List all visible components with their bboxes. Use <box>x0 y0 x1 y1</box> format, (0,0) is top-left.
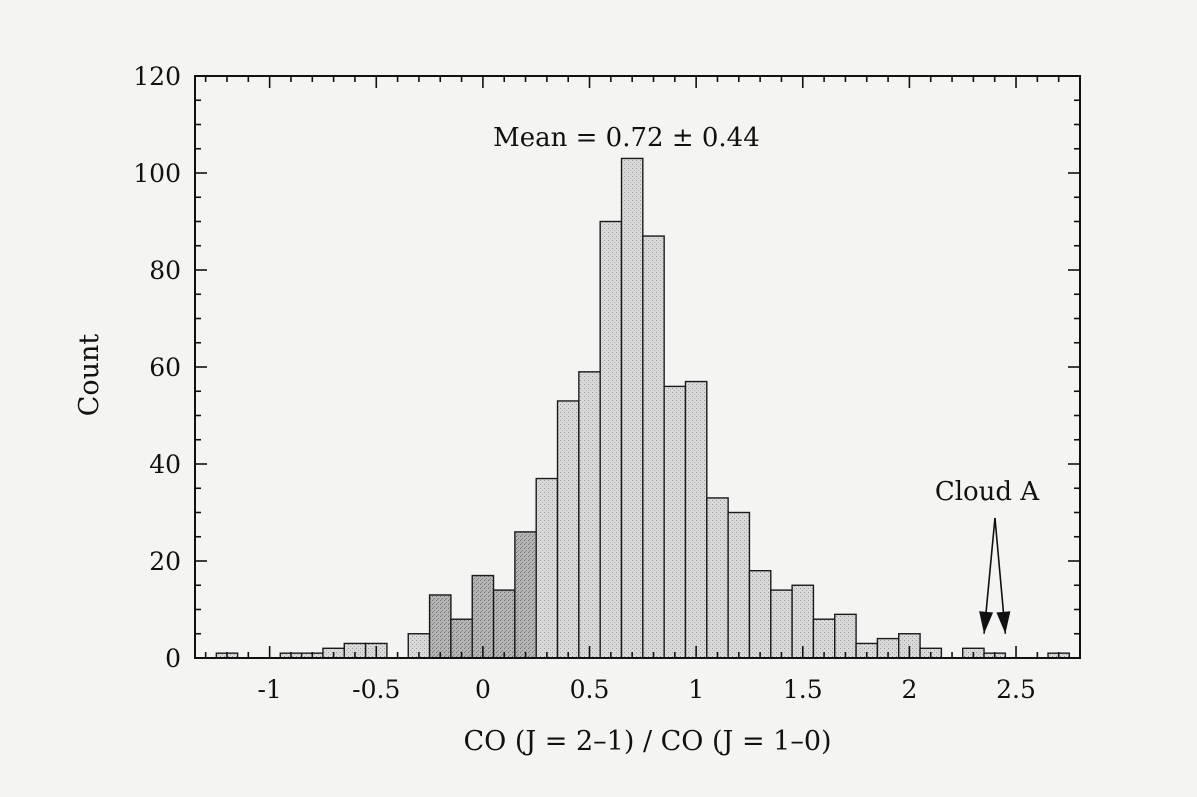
x-tick-label: 0 <box>475 675 491 704</box>
y-tick-label: 60 <box>149 353 181 382</box>
y-tick-label: 0 <box>165 644 181 673</box>
labels-layer: -1 -0.5 0 0.5 1 1.5 2 2.5 0 20 40 60 80 100 120 <box>133 62 1036 704</box>
axes-layer <box>194 75 1081 659</box>
x-tick-label: -1 <box>257 675 281 704</box>
y-tick-label: 120 <box>133 62 181 91</box>
histogram-bar <box>514 531 537 659</box>
histogram-bar <box>535 477 559 659</box>
histogram-bar <box>471 574 495 659</box>
y-tick-label: 100 <box>133 159 181 188</box>
y-tick-label: 40 <box>149 450 181 479</box>
histogram-bar <box>727 511 751 659</box>
mean-annotation: Mean = 0.72 ± 0.44 <box>493 123 760 153</box>
histogram-bar <box>834 613 857 659</box>
cloud-a-arrow-head <box>979 611 994 634</box>
bars-layer <box>215 157 1071 659</box>
x-tick-label: 2.5 <box>996 675 1036 704</box>
x-tick-label: 1 <box>688 675 704 704</box>
cloud-a-arrow-head <box>996 611 1011 634</box>
histogram-bar <box>620 157 644 659</box>
y-axis-title: Count <box>74 334 105 417</box>
cloud-a-arrows <box>979 517 1011 634</box>
cloud-a-annotation: Cloud A <box>935 477 1041 507</box>
histogram-bar <box>642 235 665 659</box>
histogram-bar <box>578 371 601 659</box>
x-axis-title: CO (J = 2–1) / CO (J = 1–0) <box>463 726 831 757</box>
x-tick-label: 1.5 <box>783 675 823 704</box>
x-tick-label: 0.5 <box>570 675 610 704</box>
histogram-bar <box>492 589 516 659</box>
histogram-bar <box>428 594 452 659</box>
histogram-bar <box>770 589 793 659</box>
histogram-bar <box>748 570 772 659</box>
histogram-bar <box>663 385 687 659</box>
histogram-bar <box>706 497 729 659</box>
x-tick-label: -0.5 <box>352 675 400 704</box>
y-tick-label: 80 <box>149 256 181 285</box>
histogram-bar <box>556 400 580 659</box>
histogram-bar <box>684 380 708 659</box>
x-tick-label: 2 <box>901 675 917 704</box>
histogram-bar <box>599 220 623 659</box>
y-tick-label: 20 <box>149 547 181 576</box>
